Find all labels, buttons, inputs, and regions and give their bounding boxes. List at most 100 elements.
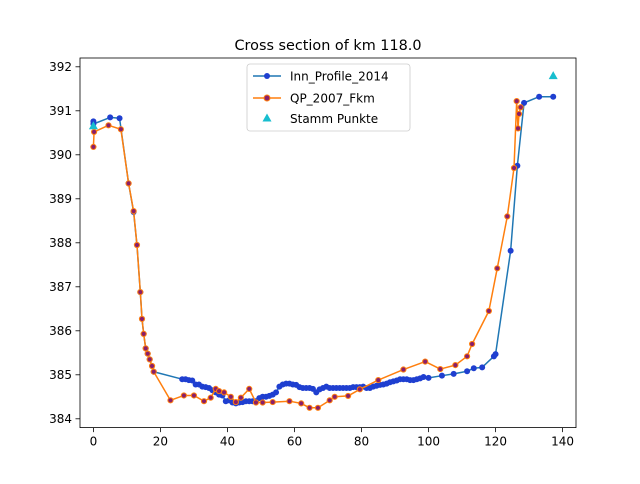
data-point: [146, 356, 153, 363]
data-point: [148, 362, 156, 370]
data-point: [514, 125, 522, 132]
chart-title: Cross section of km 118.0: [235, 38, 422, 54]
data-point: [190, 392, 198, 399]
y-tick-label: 384: [49, 412, 72, 426]
chart-legend: Inn_Profile_2014 QP_2007_Fkm Stamm Punkt…: [246, 63, 411, 132]
plot-frame: [79, 57, 577, 429]
x-tick-label: 80: [354, 435, 369, 449]
data-point: [470, 365, 477, 372]
data-point: [420, 374, 427, 380]
legend-box: [246, 63, 411, 132]
data-point: [90, 128, 98, 136]
data-point: [116, 115, 123, 122]
data-point: [513, 98, 520, 105]
data-point: [437, 365, 444, 373]
series-layer: [88, 71, 558, 411]
data-point: [227, 393, 234, 400]
x-tick-label: 60: [287, 435, 302, 449]
series-inn-profile-2014: [90, 93, 557, 407]
y-tick-label: 386: [49, 324, 72, 338]
data-point: [375, 376, 382, 384]
x-tick-label: 20: [153, 435, 168, 449]
data-point: [492, 351, 499, 358]
data-point: [510, 164, 518, 172]
data-point: [144, 350, 151, 357]
data-point: [345, 392, 352, 400]
data-point: [246, 385, 253, 392]
data-point: [130, 208, 137, 215]
data-point: [298, 400, 305, 407]
y-tick-label: 389: [49, 192, 72, 206]
legend-marker-swatch: [263, 94, 271, 102]
x-tick-label: 0: [90, 435, 98, 449]
data-point: [517, 104, 524, 111]
data-point: [356, 386, 363, 393]
legend-marker-swatch: [264, 73, 270, 79]
data-point: [536, 93, 543, 100]
data-point: [133, 241, 141, 249]
data-point: [494, 265, 501, 272]
data-point: [137, 288, 144, 296]
data-point: [125, 180, 132, 187]
data-point: [215, 387, 223, 395]
data-point: [331, 393, 338, 400]
data-point: [422, 358, 429, 365]
data-point: [207, 394, 214, 401]
data-point: [452, 362, 459, 369]
data-point: [259, 399, 266, 406]
data-point: [140, 330, 147, 337]
data-point: [142, 345, 149, 352]
data-point: [150, 368, 157, 375]
data-point: [189, 377, 196, 384]
data-point: [200, 398, 208, 405]
x-tick-label: 140: [551, 435, 574, 449]
x-tick-label: 120: [484, 435, 507, 449]
legend-entry-inn-profile: Inn_Profile_2014: [253, 70, 389, 84]
data-point: [507, 247, 514, 254]
legend-label: Inn_Profile_2014: [290, 70, 389, 84]
data-point: [504, 213, 511, 220]
data-point: [326, 397, 333, 404]
data-point: [105, 122, 112, 129]
legend-label: Stamm Punkte: [290, 112, 378, 126]
data-point: [221, 389, 228, 396]
data-point: [286, 398, 293, 405]
data-point: [425, 374, 432, 381]
data-point: [252, 399, 260, 406]
data-point: [469, 340, 476, 348]
data-point: [273, 389, 280, 396]
series-qp-2007-fkm: [90, 98, 524, 411]
data-point: [269, 398, 276, 406]
data-point: [90, 143, 97, 150]
x-tick-label: 100: [417, 435, 440, 449]
data-point: [464, 368, 471, 375]
legend-triangle-swatch: [262, 113, 272, 122]
y-tick-label: 388: [49, 236, 72, 250]
data-point: [400, 366, 407, 373]
y-tick-label: 391: [49, 104, 72, 118]
data-point-triangle: [548, 71, 558, 80]
data-point: [550, 93, 557, 100]
axis-ticks: 0 20 40 60 80 100 120 140 384 385 386 387 388 389 390 3…: [49, 60, 574, 449]
data-point: [314, 404, 322, 411]
data-point: [450, 370, 457, 377]
y-tick-label: 390: [49, 148, 72, 162]
y-tick-label: 385: [49, 368, 72, 382]
data-point: [306, 404, 313, 411]
series-stamm-punkte: [88, 71, 558, 130]
data-point: [237, 394, 244, 401]
data-point: [521, 99, 528, 106]
y-tick-label: 392: [49, 60, 72, 74]
data-point-triangle: [88, 121, 98, 130]
legend-entry-qp: QP_2007_Fkm: [253, 92, 375, 106]
data-point: [479, 364, 486, 371]
data-point: [515, 110, 523, 117]
data-point: [167, 397, 174, 404]
x-tick-label: 40: [220, 435, 235, 449]
data-point: [180, 392, 187, 399]
legend-entry-stamm-punkte: Stamm Punkte: [262, 112, 378, 126]
data-point: [463, 353, 471, 360]
data-point: [117, 126, 124, 133]
